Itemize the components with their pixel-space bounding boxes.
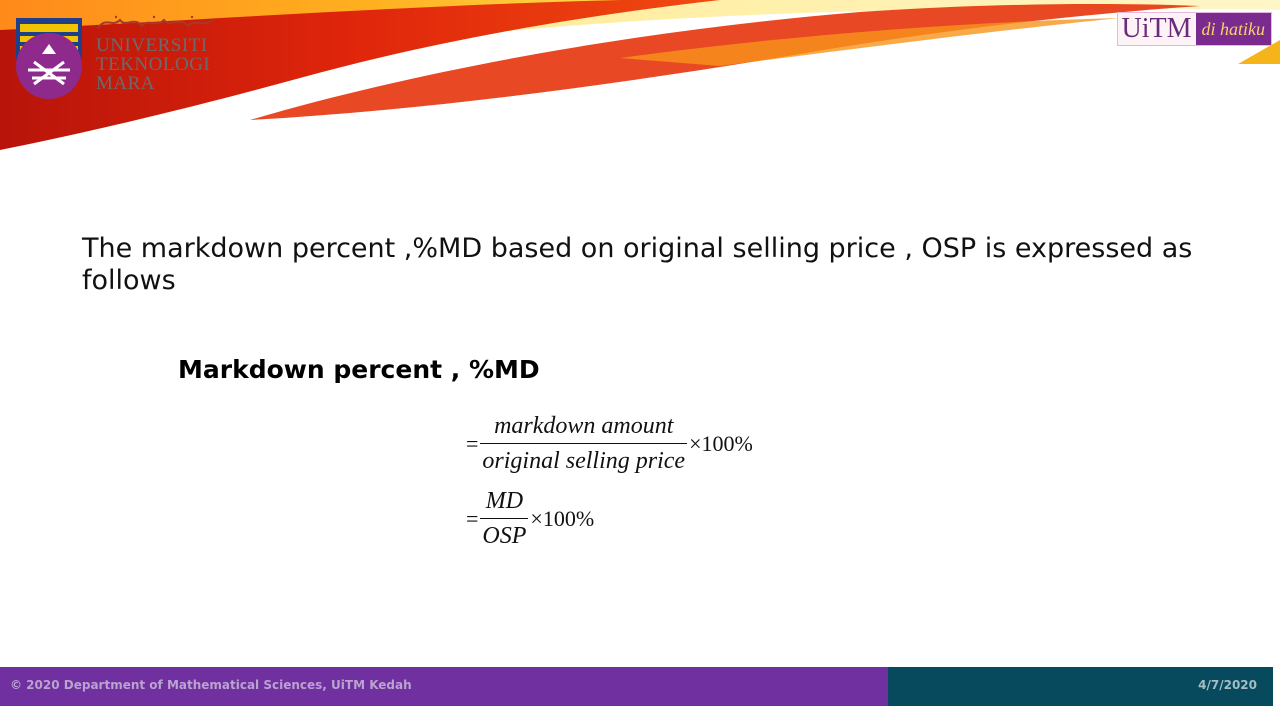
fraction: markdown amount original selling price [480,412,688,475]
footer-copyright: © 2020 Department of Mathematical Scienc… [10,678,412,692]
university-name: UNIVERSITI TEKNOLOGI MARA [96,36,210,93]
formula-line: = MD OSP ×100% [466,487,594,550]
brand-tagline: di hatiku [1195,13,1271,45]
intro-text: The markdown percent ,%MD based on origi… [82,233,1193,296]
multiplier: ×100% [530,505,595,531]
formula-line: = markdown amount original selling price… [466,412,753,475]
footer-edge [1273,667,1280,706]
uitm-crest-icon [16,18,82,99]
equals-sign: = [466,430,479,456]
fraction-bar [480,443,688,444]
brand-name: UiTM [1117,13,1196,45]
fraction-numerator: MD [485,488,524,514]
corner-ribbon-icon [1238,40,1280,64]
fraction: MD OSP [480,487,529,550]
equals-sign: = [466,505,479,531]
footer: © 2020 Department of Mathematical Scienc… [0,667,1280,706]
fraction-denominator: OSP [482,523,527,549]
university-line: TEKNOLOGI [96,54,211,75]
footer-right-band: 4/7/2020 [888,667,1273,706]
fraction-bar [480,518,529,519]
uitm-logo: UNIVERSITI TEKNOLOGI MARA [14,14,224,100]
fraction-denominator: original selling price [482,448,686,474]
footer-left-band: © 2020 Department of Mathematical Scienc… [0,667,888,706]
header-swoosh [0,0,1280,150]
uitm-dihatiku-logo: UiTM di hatiku [1116,12,1272,46]
footer-date: 4/7/2020 [1198,678,1257,692]
formula-heading: Markdown percent , %MD [178,355,540,384]
university-line: UNIVERSITI [96,35,208,56]
fraction-numerator: markdown amount [494,413,674,439]
jawi-script-icon [97,15,213,29]
multiplier: ×100% [689,430,753,456]
university-line: MARA [96,73,156,94]
